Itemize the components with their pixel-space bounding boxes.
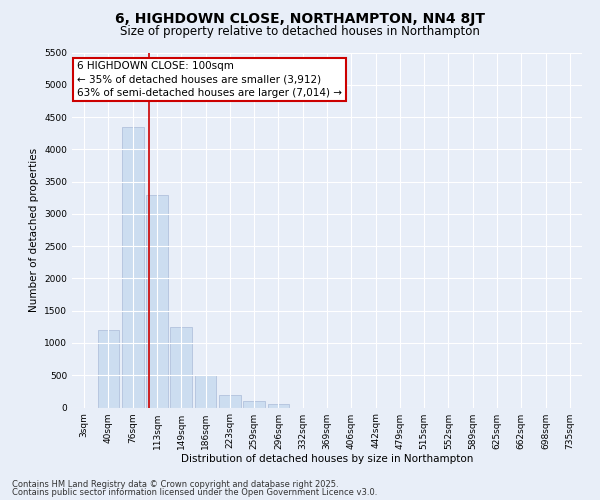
Bar [122, 126, 143, 408]
Bar [243, 401, 265, 407]
Text: Contains public sector information licensed under the Open Government Licence v3: Contains public sector information licen… [12, 488, 377, 497]
Bar [268, 404, 289, 407]
X-axis label: Distribution of detached houses by size in Northampton: Distribution of detached houses by size … [181, 454, 473, 464]
Text: Contains HM Land Registry data © Crown copyright and database right 2025.: Contains HM Land Registry data © Crown c… [12, 480, 338, 489]
Text: 6, HIGHDOWN CLOSE, NORTHAMPTON, NN4 8JT: 6, HIGHDOWN CLOSE, NORTHAMPTON, NN4 8JT [115, 12, 485, 26]
Bar [219, 394, 241, 407]
Bar [170, 327, 192, 407]
Text: Size of property relative to detached houses in Northampton: Size of property relative to detached ho… [120, 25, 480, 38]
Bar [194, 375, 217, 408]
Text: 6 HIGHDOWN CLOSE: 100sqm
← 35% of detached houses are smaller (3,912)
63% of sem: 6 HIGHDOWN CLOSE: 100sqm ← 35% of detach… [77, 62, 342, 98]
Bar [146, 194, 168, 408]
Y-axis label: Number of detached properties: Number of detached properties [29, 148, 38, 312]
Bar [97, 330, 119, 407]
